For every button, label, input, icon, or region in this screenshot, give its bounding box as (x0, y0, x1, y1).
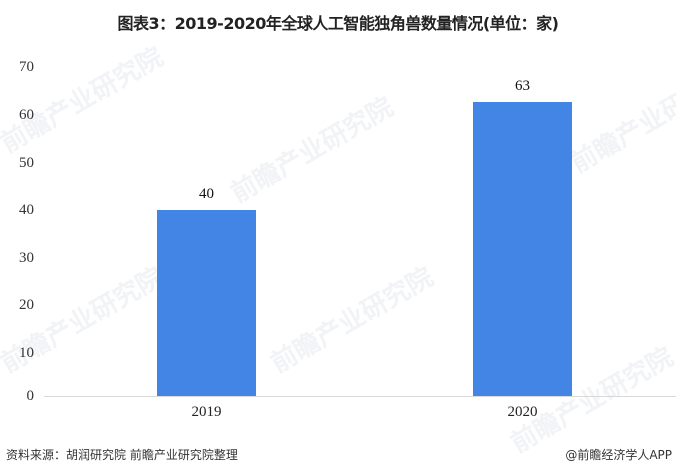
watermark: 前瞻产业研究院 (265, 262, 439, 380)
watermark: 前瞻产业研究院 (0, 42, 169, 160)
data-label-2020: 63 (515, 78, 530, 94)
y-tick: 10 (19, 345, 34, 361)
y-tick: 20 (19, 297, 34, 313)
bar-2020 (473, 102, 572, 396)
source-note: 资料来源：胡润研究院 前瞻产业研究院整理 (6, 448, 238, 462)
y-tick: 40 (19, 202, 34, 218)
watermark: 前瞻产业研究院 (565, 62, 676, 180)
x-tick-2019: 2019 (191, 404, 222, 420)
y-tick: 30 (19, 250, 34, 266)
chart-title: 图表3：2019-2020年全球人工智能独角兽数量情况(单位：家) (117, 14, 559, 33)
x-tick-2020: 2020 (507, 404, 538, 420)
x-axis-line (44, 396, 676, 397)
y-tick: 70 (19, 59, 34, 75)
y-tick: 0 (26, 388, 35, 404)
y-tick: 50 (19, 155, 34, 171)
bar-2019 (157, 210, 256, 396)
data-label-2019: 40 (199, 186, 214, 202)
y-tick: 60 (19, 107, 34, 123)
brand-credit: @前瞻经济学人APP (565, 448, 672, 462)
